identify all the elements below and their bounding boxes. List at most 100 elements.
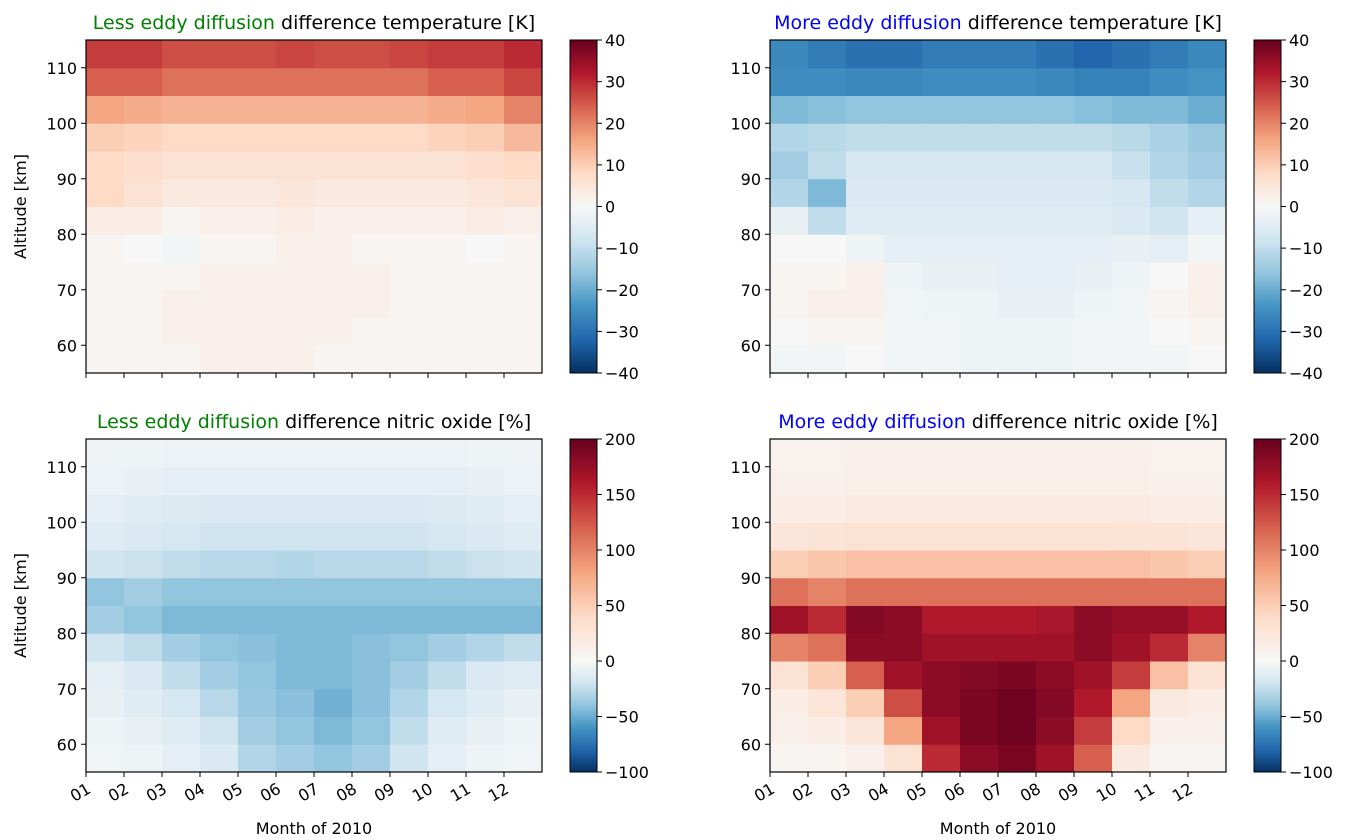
y-tick-label: 70 bbox=[741, 680, 761, 699]
heatmap-cell bbox=[504, 95, 543, 124]
heatmap-cell bbox=[276, 439, 315, 468]
heatmap-cell bbox=[86, 317, 125, 346]
heatmap-cell bbox=[86, 95, 125, 124]
heatmap-cell bbox=[466, 178, 505, 207]
heatmap-cell bbox=[1150, 466, 1189, 495]
heatmap-cell bbox=[1074, 633, 1113, 662]
heatmap-cell bbox=[884, 605, 923, 634]
x-axis-label: Month of 2010 bbox=[940, 819, 1056, 838]
x-tick-label: 09 bbox=[371, 779, 398, 806]
colorbar bbox=[1253, 39, 1282, 374]
heatmap-cell bbox=[1074, 716, 1113, 745]
heatmap-cell bbox=[1150, 716, 1189, 745]
x-tick-label: 02 bbox=[105, 779, 132, 806]
title-text: difference temperature [K] bbox=[968, 12, 1222, 34]
heatmap-cell bbox=[922, 289, 961, 318]
y-tick-label: 70 bbox=[741, 281, 761, 300]
heatmap-cell bbox=[352, 317, 391, 346]
heatmap-cell bbox=[200, 123, 239, 152]
heatmap-cell bbox=[808, 605, 847, 634]
colorbar-tick-label: −10 bbox=[1289, 239, 1323, 258]
heatmap-cell bbox=[276, 206, 315, 235]
heatmap-cell bbox=[314, 633, 353, 662]
x-tick-label: 10 bbox=[1093, 779, 1120, 806]
heatmap-cell bbox=[238, 67, 277, 96]
heatmap-cell bbox=[428, 577, 467, 606]
heatmap-cell bbox=[466, 151, 505, 180]
heatmap-cell bbox=[998, 466, 1037, 495]
heatmap-cell bbox=[998, 345, 1037, 374]
heatmap-cell bbox=[846, 95, 885, 124]
heatmap-cell bbox=[1188, 577, 1227, 606]
heatmap-cell bbox=[1188, 550, 1227, 579]
heatmap-cell bbox=[466, 95, 505, 124]
heatmap-cell bbox=[238, 466, 277, 495]
heatmap-cell bbox=[1112, 577, 1151, 606]
heatmap-cell bbox=[960, 577, 999, 606]
y-tick-label: 110 bbox=[46, 59, 77, 78]
y-tick-label: 90 bbox=[57, 170, 77, 189]
heatmap-cell bbox=[352, 289, 391, 318]
heatmap-cell bbox=[200, 633, 239, 662]
heatmap-cell bbox=[1036, 744, 1075, 773]
heatmap-cell bbox=[238, 345, 277, 374]
heatmap-cell bbox=[352, 522, 391, 551]
x-tick-label: 05 bbox=[219, 779, 246, 806]
heatmap-cell bbox=[238, 633, 277, 662]
heatmap-cell bbox=[1150, 178, 1189, 207]
heatmap-cell bbox=[504, 123, 543, 152]
heatmap-cell bbox=[1188, 234, 1227, 263]
heatmap-cell bbox=[1188, 206, 1227, 235]
heatmap-cell bbox=[1036, 522, 1075, 551]
heatmap-cell bbox=[162, 716, 201, 745]
heatmap-cell bbox=[1188, 688, 1227, 717]
heatmap-cell bbox=[390, 661, 429, 690]
heatmap-cell bbox=[808, 234, 847, 263]
title-highlight: Less eddy diffusion bbox=[93, 12, 275, 34]
heatmap-cell bbox=[352, 744, 391, 773]
heatmap-cell bbox=[86, 262, 125, 291]
heatmap-cell bbox=[1074, 289, 1113, 318]
heatmap-cell bbox=[86, 577, 125, 606]
colorbar-tick-label: 20 bbox=[1289, 114, 1309, 133]
heatmap-cell bbox=[1036, 289, 1075, 318]
heatmap-cell bbox=[238, 494, 277, 523]
panel: 60 70 80 90 100 110 01 02 03 04 05 06 07 08 09 10 11 12 Mo… bbox=[11, 411, 649, 838]
colorbar-tick-label: −50 bbox=[1289, 708, 1323, 727]
heatmap-cell bbox=[390, 345, 429, 374]
heatmap-cell bbox=[922, 317, 961, 346]
heatmap-cell bbox=[960, 317, 999, 346]
heatmap-cell bbox=[238, 317, 277, 346]
heatmap-cell bbox=[124, 67, 163, 96]
x-tick-label: 04 bbox=[181, 779, 208, 806]
heatmap-cell bbox=[200, 317, 239, 346]
heatmap-cell bbox=[390, 605, 429, 634]
heatmap-cell bbox=[86, 522, 125, 551]
heatmap-cell bbox=[1188, 40, 1227, 69]
heatmap-cell bbox=[238, 289, 277, 318]
heatmap-cell bbox=[960, 262, 999, 291]
heatmap-cell bbox=[200, 494, 239, 523]
heatmap-cell bbox=[200, 40, 239, 69]
heatmap-cell bbox=[1036, 317, 1075, 346]
heatmap-cell bbox=[1150, 522, 1189, 551]
heatmap-cell bbox=[1074, 40, 1113, 69]
heatmap-cell bbox=[884, 234, 923, 263]
heatmap-cell bbox=[808, 494, 847, 523]
heatmap-cell bbox=[1112, 439, 1151, 468]
x-tick-label: 09 bbox=[1055, 779, 1082, 806]
heatmap-cell bbox=[390, 439, 429, 468]
colorbar-tick-label: −20 bbox=[1289, 281, 1323, 300]
heatmap-cell bbox=[352, 494, 391, 523]
heatmap-cell bbox=[998, 151, 1037, 180]
heatmap-cell bbox=[1150, 688, 1189, 717]
y-tick-label: 100 bbox=[730, 513, 761, 532]
heatmap-cell bbox=[238, 40, 277, 69]
heatmap-cell bbox=[314, 439, 353, 468]
heatmap-cell bbox=[124, 661, 163, 690]
heatmap-cell bbox=[846, 522, 885, 551]
heatmap-cell bbox=[276, 577, 315, 606]
heatmap-cell bbox=[1112, 151, 1151, 180]
heatmap-cell bbox=[390, 494, 429, 523]
heatmap-cell bbox=[200, 95, 239, 124]
